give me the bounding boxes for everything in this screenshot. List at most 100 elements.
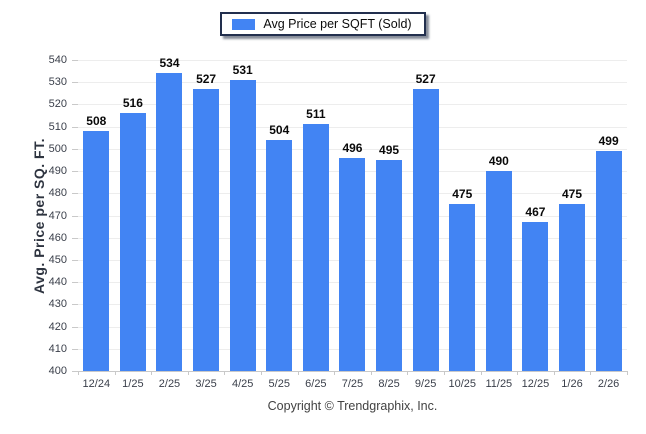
bar-slot: 531 4/25: [224, 60, 261, 390]
gridline: [78, 126, 627, 128]
bar-10-25: 475: [449, 188, 476, 371]
x-axis-tick: [297, 371, 299, 375]
y-tick-label: 420: [48, 320, 67, 333]
y-axis-tick: [72, 126, 78, 128]
bar-slot: 496 7/25: [334, 60, 371, 390]
x-tick-label: 2/26: [597, 378, 620, 390]
y-tick-label: 470: [48, 209, 67, 222]
bar-value-label: 508: [86, 114, 107, 129]
y-tick-label: 490: [48, 165, 67, 178]
bar-slot: 490 11/25: [481, 60, 518, 390]
y-axis-tick: [72, 304, 78, 306]
bar-9-25: 527: [412, 73, 439, 371]
bar-slot: 527 3/25: [188, 60, 225, 390]
y-tick-label: 410: [48, 342, 67, 355]
x-tick-label: 1/26: [561, 378, 583, 390]
x-tick-label: 12/25: [521, 378, 550, 390]
bar-slot: 516 1/25: [115, 60, 152, 390]
bar-11-25: 490: [485, 155, 512, 371]
legend-swatch: [232, 18, 256, 30]
x-tick-label: 9/25: [414, 378, 437, 390]
y-axis-tick: [72, 348, 78, 350]
gridline: [78, 82, 627, 84]
y-tick-label: 520: [48, 98, 67, 111]
bar-4-25: 531: [229, 64, 256, 371]
y-tick-label: 430: [48, 298, 67, 311]
bar-6-25: 511: [302, 108, 329, 371]
x-tick-label: 2/25: [158, 378, 181, 390]
y-axis-tick: [72, 60, 78, 61]
bar-12-24: 508: [83, 115, 110, 371]
x-tick-label: 4/25: [231, 378, 254, 390]
bar-1-25: 516: [119, 97, 146, 371]
bar-slot: 534 2/25: [151, 56, 188, 390]
x-axis-tick: [590, 371, 592, 375]
bar-value-label: 496: [342, 140, 363, 155]
bar-value-label: 511: [306, 107, 326, 122]
y-axis-tick: [72, 82, 78, 84]
y-axis-tick: [72, 171, 78, 173]
x-tick-label: 1/25: [122, 378, 144, 390]
bar-value-label: 499: [598, 134, 619, 149]
x-tick-label: 7/25: [341, 378, 364, 390]
y-tick-label: 400: [48, 365, 67, 377]
bar-5-25: 504: [266, 124, 293, 371]
y-axis-tick: [72, 237, 78, 239]
x-axis-tick: [553, 371, 555, 375]
bar-value-label: 495: [379, 142, 400, 157]
bar-value-label: 504: [269, 122, 290, 137]
legend: Avg Price per SQFT (Sold): [0, 12, 646, 36]
y-tick-label: 440: [48, 276, 67, 289]
x-axis-tick: [407, 371, 409, 375]
x-axis-tick: [334, 371, 336, 375]
bar-value-label: 490: [488, 154, 509, 169]
y-tick-label: 480: [48, 187, 67, 200]
y-tick-label: 530: [48, 76, 67, 89]
bar-7-25: 496: [339, 142, 366, 371]
y-tick-label: 460: [48, 231, 67, 244]
bar-value-label: 531: [232, 63, 253, 77]
copyright-text: Copyright © Trendgraphix, Inc.: [267, 399, 438, 413]
bar-value-label: 527: [415, 71, 436, 86]
x-axis-tick: [78, 371, 79, 375]
bar-slot: 475 10/25: [444, 60, 481, 390]
y-axis-tick: [72, 193, 78, 195]
gridline: [78, 104, 627, 106]
y-tick-label: 450: [48, 253, 67, 266]
y-axis-tick: [72, 215, 78, 217]
plot-area: 540 530 520 510 500 490 480 470 460 450 440 430 420 4…: [49, 54, 628, 390]
x-axis-tick: [261, 371, 262, 375]
bar-3-25: 527: [193, 73, 220, 371]
bar-value-label: 527: [196, 71, 217, 86]
x-axis-baseline: [78, 371, 627, 372]
legend-label: Avg Price per SQFT (Sold): [263, 16, 412, 31]
x-axis-tick: [627, 371, 628, 375]
x-tick-label: 3/25: [195, 378, 217, 390]
gridline: [78, 60, 627, 61]
y-axis-tick: [72, 371, 78, 372]
bar-slot: 475 1/26: [554, 60, 591, 390]
x-axis-tick: [187, 371, 189, 375]
bar-value-label: 516: [122, 96, 143, 111]
x-tick-label: 12/24: [82, 378, 111, 390]
gridline: [78, 148, 627, 150]
x-axis-tick: [370, 371, 372, 375]
x-axis-tick: [151, 371, 153, 375]
legend-box: Avg Price per SQFT (Sold): [220, 12, 426, 36]
bar-value-label: 534: [159, 56, 180, 71]
bars-row: 508 12/24 516 1/25 534 2/25 527 3/25 531 4/25 504 5…: [78, 56, 627, 390]
bar-slot: 495 8/25: [371, 60, 408, 390]
bar-12-25: 467: [522, 206, 549, 371]
x-tick-label: 6/25: [305, 378, 327, 390]
x-tick-label: 11/25: [485, 378, 513, 390]
bar-2-26: 499: [595, 135, 622, 371]
y-axis-tick: [72, 148, 78, 150]
y-tick-label: 540: [48, 54, 67, 66]
bar-slot: 467 12/25: [517, 60, 554, 390]
y-axis-title: Avg. Price per SQ. FT.: [31, 138, 47, 294]
bar-value-label: 467: [525, 205, 546, 220]
y-tick-label: 510: [48, 120, 67, 133]
y-axis-tick: [72, 326, 78, 328]
x-axis-tick: [114, 371, 116, 375]
x-tick-label: 10/25: [448, 378, 476, 390]
